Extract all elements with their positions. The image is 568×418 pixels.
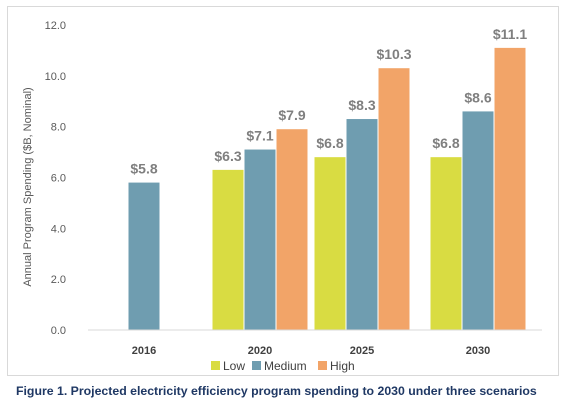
data-label-low-2020: $6.3 bbox=[214, 148, 241, 164]
chart-frame: Annual Program Spending ($B, Nominal) 0.… bbox=[7, 6, 559, 376]
bar-high-2030 bbox=[494, 47, 526, 330]
x-tick-label-2016: 2016 bbox=[132, 345, 156, 357]
y-tick-label: 2.0 bbox=[51, 274, 66, 286]
figure-caption: Figure 1. Projected electricity efficien… bbox=[16, 384, 537, 398]
data-label-high-2020: $7.9 bbox=[278, 107, 305, 123]
y-tick-label: 10.0 bbox=[45, 71, 66, 83]
legend: Low Medium High bbox=[211, 359, 355, 373]
legend-swatch-medium bbox=[252, 361, 261, 370]
y-tick-label: 4.0 bbox=[51, 223, 66, 235]
x-tick-label-2025: 2025 bbox=[350, 345, 374, 357]
bar-high-2025 bbox=[378, 68, 410, 331]
bar-low-2025 bbox=[314, 157, 346, 330]
data-labels: $5.8 $6.3 $7.1 $7.9 $6.8 $8.3 $10.3 $6.8 $8.6 $11… bbox=[130, 26, 527, 177]
bar-medium-2016 bbox=[128, 182, 160, 330]
legend-swatch-low bbox=[211, 361, 220, 370]
bars bbox=[128, 47, 526, 331]
x-axis-ticks: 2016 2020 2025 2030 bbox=[132, 345, 490, 357]
legend-label-low: Low bbox=[223, 359, 245, 373]
data-label-medium-2025: $8.3 bbox=[348, 97, 375, 113]
data-label-medium-2016: $5.8 bbox=[130, 161, 157, 177]
legend-label-medium: Medium bbox=[264, 359, 307, 373]
data-label-low-2025: $6.8 bbox=[316, 135, 343, 151]
y-tick-label: 0.0 bbox=[51, 325, 66, 337]
x-tick-label-2020: 2020 bbox=[248, 345, 272, 357]
y-axis-ticks: 0.0 2.0 4.0 6.0 8.0 10.0 12.0 bbox=[45, 20, 66, 337]
bar-low-2030 bbox=[430, 157, 462, 330]
data-label-high-2025: $10.3 bbox=[376, 46, 411, 62]
data-label-medium-2020: $7.1 bbox=[246, 128, 273, 144]
bar-medium-2030 bbox=[462, 111, 494, 331]
legend-swatch-high bbox=[318, 361, 327, 370]
y-axis-title: Annual Program Spending ($B, Nominal) bbox=[22, 87, 34, 286]
y-tick-label: 6.0 bbox=[51, 173, 66, 185]
y-tick-label: 12.0 bbox=[45, 20, 66, 32]
bar-high-2020 bbox=[276, 129, 308, 330]
y-axis-title-group: Annual Program Spending ($B, Nominal) bbox=[22, 87, 34, 286]
data-label-medium-2030: $8.6 bbox=[464, 89, 491, 105]
bar-chart: Annual Program Spending ($B, Nominal) 0.… bbox=[22, 20, 542, 373]
data-label-low-2030: $6.8 bbox=[432, 135, 459, 151]
data-label-high-2030: $11.1 bbox=[493, 26, 527, 42]
bar-medium-2025 bbox=[346, 119, 378, 331]
x-tick-label-2030: 2030 bbox=[466, 345, 490, 357]
bar-medium-2020 bbox=[244, 149, 276, 330]
bar-low-2020 bbox=[212, 169, 244, 330]
legend-label-high: High bbox=[330, 359, 355, 373]
y-tick-label: 8.0 bbox=[51, 122, 66, 134]
